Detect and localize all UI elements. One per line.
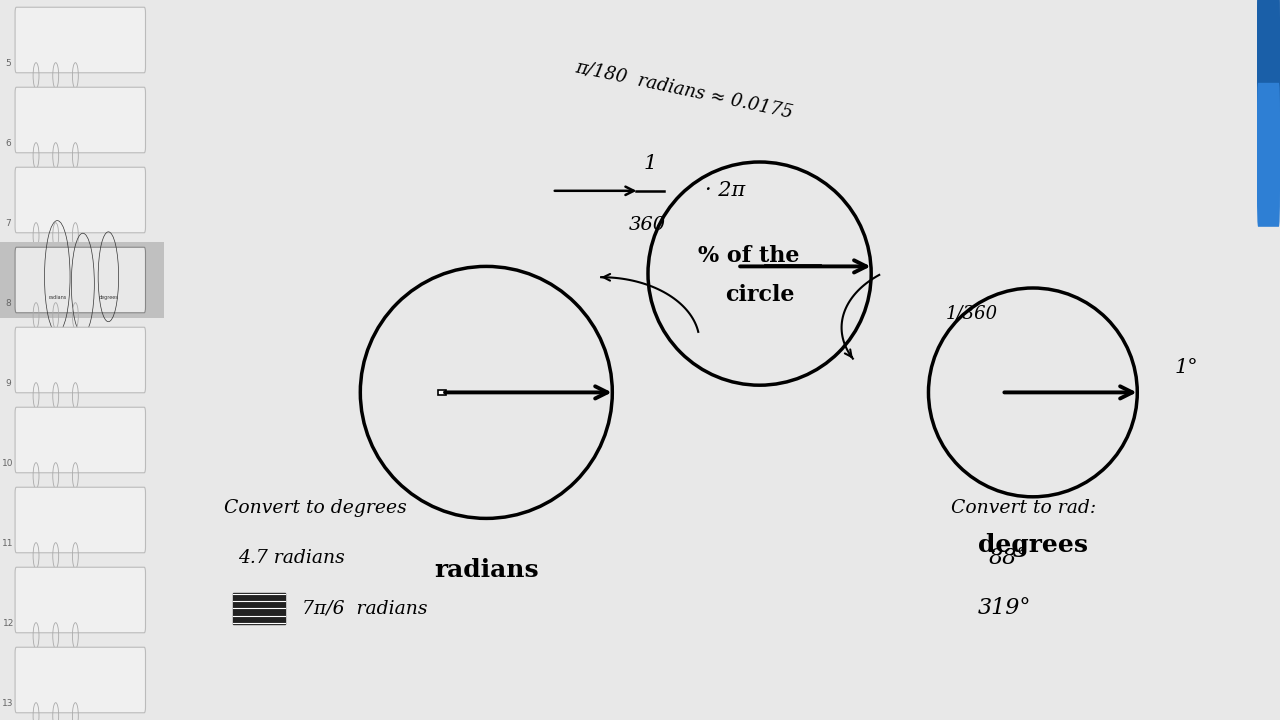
Text: degrees: degrees [99,294,118,300]
FancyBboxPatch shape [15,327,146,393]
Text: Convert to rad:: Convert to rad: [951,498,1096,517]
Bar [0,242,164,318]
Text: Convert to degrees: Convert to degrees [224,498,407,517]
Text: π/180  radians ≈ 0.0175: π/180 radians ≈ 0.0175 [573,58,795,122]
Text: 13: 13 [3,700,14,708]
FancyBboxPatch shape [15,247,146,312]
Text: 11: 11 [3,539,14,549]
Text: 7π/6  radians: 7π/6 radians [302,599,428,618]
FancyBboxPatch shape [15,87,146,153]
FancyBboxPatch shape [15,487,146,553]
Text: 1°: 1° [1175,358,1199,377]
FancyBboxPatch shape [1257,0,1280,126]
Polygon shape [233,593,285,624]
Text: radians: radians [434,558,539,582]
Text: 9: 9 [5,379,12,389]
Text: 5: 5 [5,60,12,68]
Text: 360: 360 [628,216,666,234]
Text: 4.7 radians: 4.7 radians [238,549,344,567]
Text: 1/360: 1/360 [946,304,997,323]
FancyBboxPatch shape [1257,83,1280,227]
Text: 12: 12 [3,619,14,629]
Text: 1: 1 [644,154,657,173]
Text: circle: circle [724,284,795,306]
FancyBboxPatch shape [15,567,146,633]
Bar [438,390,445,395]
FancyBboxPatch shape [15,408,146,473]
Text: · 2π: · 2π [705,181,745,200]
Text: % of the: % of the [698,245,800,266]
Text: 6: 6 [5,140,12,148]
Text: 319°: 319° [978,598,1032,619]
FancyBboxPatch shape [15,167,146,233]
Text: radians: radians [49,294,67,300]
Text: degrees: degrees [978,533,1088,557]
FancyBboxPatch shape [15,647,146,713]
Text: 8: 8 [5,300,12,308]
FancyBboxPatch shape [15,7,146,73]
Text: 88°: 88° [989,547,1029,569]
Text: 7: 7 [5,220,12,228]
Text: 10: 10 [3,459,14,469]
